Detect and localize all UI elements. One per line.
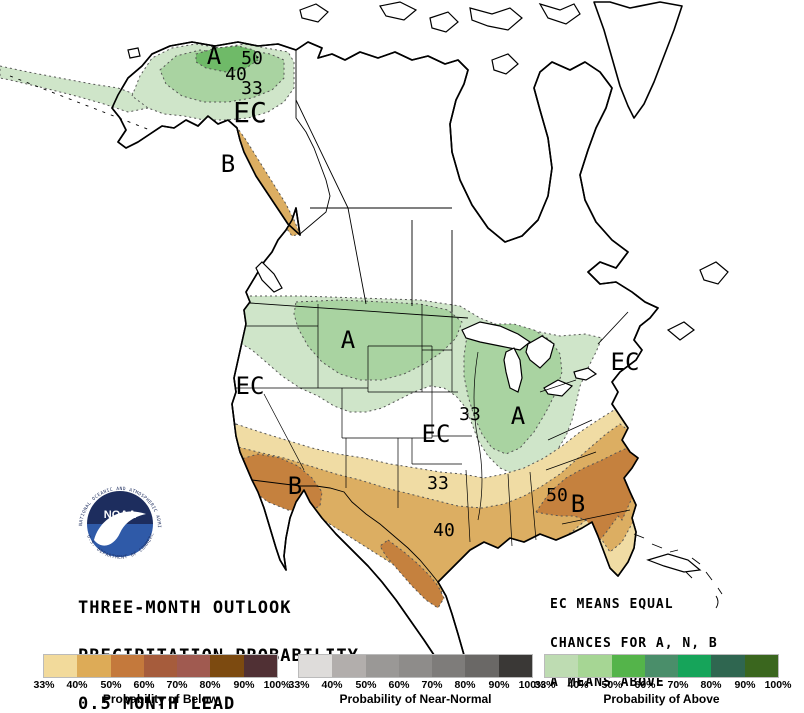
region-below-southeast-50 [535, 445, 643, 541]
tick-label: 33% [534, 679, 556, 691]
tick-label: 100% [263, 679, 291, 691]
map-label-alaska-ec: EC [233, 96, 267, 129]
region-above-aleutians [0, 65, 149, 113]
colorbar-segment [545, 655, 579, 677]
arctic-islands [127, 1, 581, 75]
nova-scotia [666, 321, 695, 341]
political-borders [236, 50, 631, 583]
tick-label: 40% [321, 679, 343, 691]
tick-label: 70% [166, 679, 188, 691]
map-label-alaska-above: A [207, 42, 222, 70]
tick-label: 100% [518, 679, 546, 691]
colorbar-segment [644, 655, 679, 677]
colorbar-segment [177, 655, 211, 677]
north-america-map: A 50 40 33 EC B A EC 33 EC A EC B 33 40 … [0, 0, 729, 659]
colorbar-segment [498, 655, 532, 677]
legend-note: EC MEANS EQUAL CHANCES FOR A, N, B A MEA… [550, 572, 718, 713]
colorbar-below-caption: Probability of Below [102, 692, 219, 706]
map-label-alaska-50: 50 [241, 48, 263, 69]
region-above-north-40-west [293, 299, 463, 381]
legend-line-ec: EC MEANS EQUAL [550, 597, 674, 612]
map-label-alaska-40: 40 [225, 64, 247, 85]
tick-label: 50% [100, 679, 122, 691]
tick-label: 40% [66, 679, 88, 691]
tick-label: 80% [199, 679, 221, 691]
colorbar-segment [432, 655, 466, 677]
colorbar-segment [711, 655, 745, 677]
tick-label: 40% [567, 679, 589, 691]
map-label-northwest-above: A [341, 326, 356, 354]
colorbar-near-normal-caption: Probability of Near-Normal [339, 692, 492, 706]
vancouver-island [255, 261, 283, 293]
tick-label: 90% [734, 679, 756, 691]
colorbar-segment [243, 655, 277, 677]
tick-label: 33% [33, 679, 55, 691]
coastline-stroke [111, 41, 659, 659]
tick-label: 80% [700, 679, 722, 691]
newfoundland [699, 261, 729, 285]
tick-label: 50% [355, 679, 377, 691]
map-label-panhandle-below: B [221, 150, 235, 178]
title-line-product: THREE-MONTH OUTLOOK [78, 598, 292, 618]
tick-label: 60% [388, 679, 410, 691]
map-labels: A 50 40 33 EC B A EC 33 EC A EC B 33 40 … [207, 42, 640, 541]
tick-label: 100% [764, 679, 792, 691]
map-label-south-40: 40 [433, 520, 455, 541]
noaa-logo-acronym: NOAA [104, 509, 136, 521]
tick-label: 70% [667, 679, 689, 691]
colorbar-below-segments [43, 654, 278, 678]
caribbean-islands [633, 533, 723, 609]
tick-label: 60% [634, 679, 656, 691]
colorbar-segment [143, 655, 178, 677]
tick-label: 70% [421, 679, 443, 691]
legend-line-chances: CHANCES FOR A, N, B [550, 636, 718, 651]
colorbar-near-normal-segments [298, 654, 533, 678]
colorbar-segment [365, 655, 399, 677]
tick-label: 33% [288, 679, 310, 691]
map-label-alaska-33: 33 [241, 78, 263, 99]
map-label-southeast-50: 50 [546, 485, 568, 506]
colorbar-above-caption: Probability of Above [603, 692, 720, 706]
colorbar-segment [299, 655, 333, 677]
region-below-southtexas-50 [379, 539, 445, 609]
tick-label: 90% [488, 679, 510, 691]
colorbar-below: 33% 40% 50% 60% 70% 80% 90% 100% Probabi… [33, 654, 290, 706]
colorbar-segment [611, 655, 645, 677]
greenland [593, 1, 683, 119]
colorbar-segment [678, 655, 712, 677]
region-below-panhandle [229, 125, 301, 237]
region-above-alaska-50 [195, 45, 259, 73]
tick-label: 80% [454, 679, 476, 691]
tick-label: 50% [601, 679, 623, 691]
map-label-southeast-below: B [571, 490, 585, 518]
legend-line-above: A MEANS ABOVE [550, 675, 665, 690]
tick-label: 90% [233, 679, 255, 691]
colorbar-segment [398, 655, 433, 677]
noaa-logo-seabird [94, 511, 146, 546]
colorbar-above-segments [544, 654, 779, 678]
map-label-midwest-33: 33 [459, 404, 481, 425]
colorbar-segment [44, 655, 78, 677]
tick-label: 60% [133, 679, 155, 691]
colorbar-segment [332, 655, 366, 677]
title-line-lead: 0.5 MONTH LEAD [78, 694, 236, 713]
colorbar-segment [465, 655, 499, 677]
colorbar-segment [210, 655, 244, 677]
colorbar-near-normal: 33% 40% 50% 60% 70% 80% 90% 100% Probabi… [288, 654, 545, 706]
colorbar-segment [744, 655, 778, 677]
region-below-south-40 [231, 423, 647, 593]
map-label-south-33: 33 [427, 473, 449, 494]
map-label-ohiovalley-above: A [511, 402, 526, 430]
colorbar-segment [578, 655, 612, 677]
colorbar-above: 33% 40% 50% 60% 70% 80% 90% 100% Probabi… [534, 654, 791, 706]
map-label-southwest-below: B [288, 472, 302, 500]
map-label-northeast-ec: EC [611, 348, 640, 376]
map-label-plains-ec: EC [422, 420, 451, 448]
map-label-west-ec: EC [236, 372, 265, 400]
colorbar-segment [77, 655, 111, 677]
colorbar-segment [110, 655, 144, 677]
